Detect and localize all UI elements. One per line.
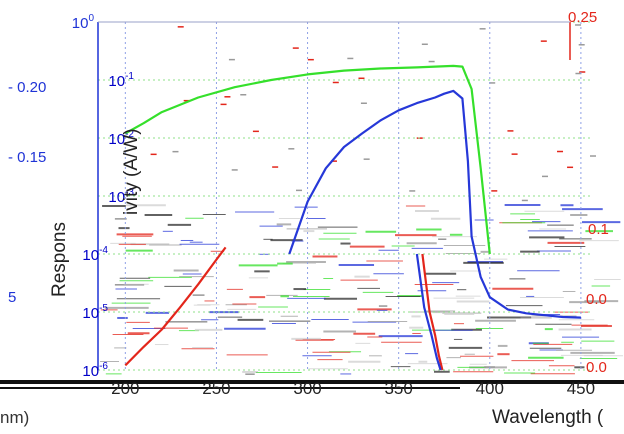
series-line-1 (288, 89, 581, 319)
y-tick-label-4: 10-4 (82, 245, 108, 264)
y-tick-label-1: 10-1 (108, 71, 134, 90)
y-tick-exponent: -5 (99, 303, 108, 314)
y-tick-exponent: -3 (125, 187, 134, 198)
y-tick-label-5: 10-5 (82, 303, 108, 322)
x-tick-label-3: 350 (384, 379, 412, 398)
y-tick-label-0: 100 (72, 13, 95, 32)
y-tick-exponent: -1 (125, 71, 134, 82)
series-line-4 (415, 253, 442, 371)
x-axis-label-fragment: nm) (0, 408, 29, 427)
y-tick-label-6: 10-6 (82, 361, 108, 380)
left-outer-tick-0: - 0.20 (8, 79, 46, 96)
y-tick-exponent: -2 (125, 129, 134, 140)
y-tick-exponent: -6 (99, 361, 108, 372)
right-outer-tick-2: 0.0 (586, 291, 607, 308)
x-tick-label-2: 300 (293, 379, 321, 398)
series-layer (124, 64, 581, 371)
y-tick-exponent: 0 (88, 13, 94, 24)
y-tick-exponent: -4 (99, 245, 108, 256)
x-axis-label: Wavelength ( (492, 407, 604, 428)
right-outer-tick-0: 0.25 (568, 9, 597, 26)
right-outer-tick-3: 0.0 (586, 359, 607, 376)
x-tick-label-5: 450 (567, 379, 595, 398)
x-tick-label-1: 250 (202, 379, 230, 398)
y-axis-label-upper: ivity (A/W) (121, 128, 142, 215)
series-line-2 (124, 246, 227, 367)
left-outer-tick-1: - 0.15 (8, 149, 46, 166)
right-outer-tick-1: 0.1 (588, 221, 609, 238)
y-axis-label-lower: Respons (49, 222, 70, 297)
x-tick-label-4: 400 (476, 379, 504, 398)
plot-frame (0, 21, 624, 389)
left-outer-tick-2: 5 (8, 289, 16, 306)
x-tick-label-0: 200 (111, 379, 139, 398)
grid-lines (98, 21, 590, 371)
scan-artifact-layer (100, 24, 624, 375)
series-line-3 (421, 253, 444, 371)
series-line-0 (124, 64, 491, 255)
